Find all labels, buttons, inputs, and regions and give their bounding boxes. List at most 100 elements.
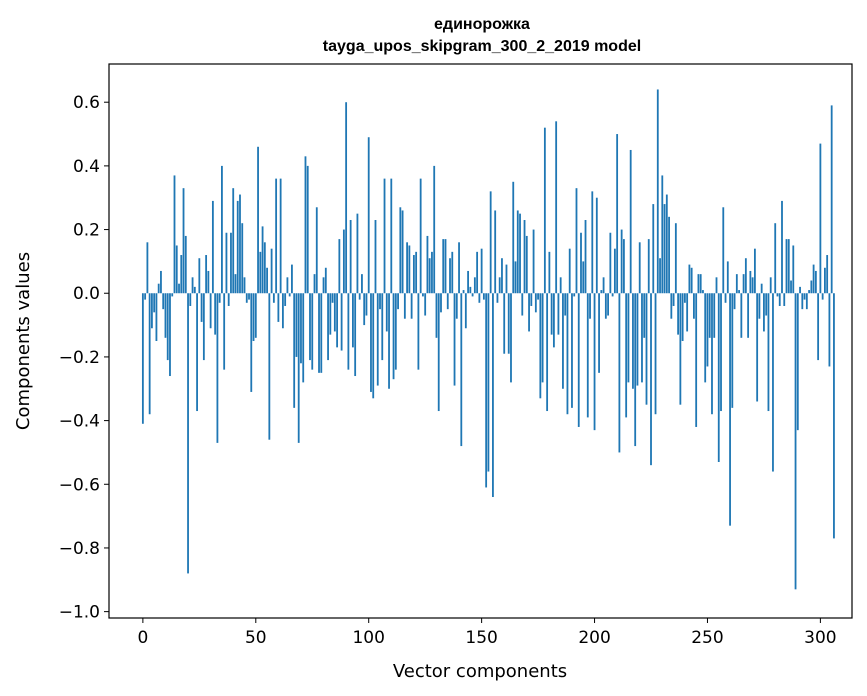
bar [783,293,786,306]
bar [198,258,201,294]
bar [189,293,192,306]
bar [507,293,510,354]
bar [543,127,546,294]
bar [645,293,648,405]
bar [496,293,499,303]
bar [462,290,465,294]
bar [729,293,731,526]
bar [342,229,345,294]
bar [632,293,634,389]
bar [503,293,506,354]
bar [627,293,630,383]
x-tick-label: 0 [137,628,148,648]
bar [478,293,481,303]
bar [489,191,492,294]
bar [537,293,539,300]
bar [164,293,167,338]
bar [473,277,476,294]
bar [672,293,675,306]
bar [385,293,388,332]
bar [555,121,558,294]
bar [379,293,381,310]
bar [467,270,469,294]
bar [824,267,826,294]
bar [785,239,788,294]
bar [318,293,320,373]
bar [668,216,670,294]
bar [600,290,603,294]
bar [498,277,501,294]
bars-group [141,89,835,590]
bar [796,293,799,431]
bar [412,255,415,294]
bar [514,261,517,294]
bar [480,248,483,294]
bar [202,293,205,361]
bar [539,293,542,399]
x-tick-label: 100 [352,628,384,648]
bar [654,293,657,415]
x-tick-label: 300 [804,628,836,648]
bar [166,293,169,361]
bar [453,293,456,386]
plot-frame [108,63,853,619]
bar [634,293,637,447]
bar [586,293,589,418]
bar [295,293,298,357]
bar [245,293,248,303]
bar [790,280,792,294]
bar [756,293,759,402]
bar [281,293,284,329]
bar [401,210,404,294]
bar [830,105,833,294]
bar [406,242,409,294]
bar [327,293,329,361]
bar [781,200,783,294]
bar [259,251,262,294]
bar [530,293,533,306]
bar [763,293,765,332]
bar [550,293,553,335]
bar [169,293,171,377]
bar [279,178,282,294]
bar [291,264,293,294]
bar [415,251,418,294]
y-tick-label: −0.8 [59,539,100,559]
x-tick-label: 200 [578,628,610,648]
bar [288,293,291,297]
bar [661,175,664,294]
bar [141,293,144,424]
bar [349,220,352,294]
bar [144,293,147,300]
bar [769,277,772,294]
bar [772,293,774,472]
bar [464,293,467,329]
x-tick-label: 50 [245,628,267,648]
bar [352,293,354,348]
bar [157,283,160,294]
bar [284,293,287,306]
bar [735,274,738,294]
bar [541,293,544,383]
bar [683,293,686,303]
bar [345,102,348,294]
bar [492,293,494,498]
bar [155,293,158,341]
bar [403,293,406,319]
x-tick-label: 150 [465,628,497,648]
bar [372,293,375,399]
bar [399,207,402,294]
bar [394,293,397,370]
y-tick-label: −0.4 [59,412,100,432]
bar [760,283,763,294]
bar [230,232,232,294]
bar [523,220,526,294]
bar [593,293,596,431]
bar [431,251,433,294]
bar [277,293,280,322]
bar [740,293,743,338]
bar [487,293,490,472]
bar [744,258,747,294]
bar [724,293,727,303]
bar [205,255,208,294]
